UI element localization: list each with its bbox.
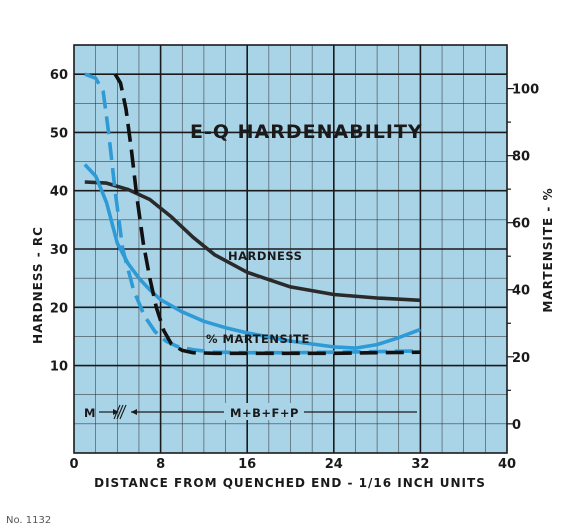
- transition-hatch-mark: [113, 404, 127, 420]
- x-tick-label: 0: [69, 457, 78, 472]
- right-tick-label: 20: [512, 351, 530, 366]
- series-layer: [83, 72, 422, 356]
- y-axis-title-right: MARTENSITE - %: [541, 187, 555, 312]
- left-tick-label: 20: [50, 301, 68, 316]
- annotation-m: M: [84, 406, 96, 420]
- right-tick-label: 40: [512, 284, 530, 299]
- x-tick-label: 24: [325, 457, 343, 472]
- plot-frame: [73, 44, 508, 454]
- x-tick-label: 40: [498, 457, 516, 472]
- series-line-1: [83, 163, 422, 350]
- annotation-mbfp-label-bg: [224, 403, 304, 420]
- series-line-3: [113, 73, 421, 356]
- left-tick-label: 40: [50, 185, 68, 200]
- x-tick-label: 32: [411, 457, 429, 472]
- x-tick-label: 8: [156, 457, 165, 472]
- series-label-martensite: % MARTENSITE: [206, 332, 310, 346]
- right-tick-label: 80: [512, 150, 530, 165]
- series-label-hardness: HARDNESS: [228, 249, 302, 263]
- left-tick-label: 10: [50, 360, 68, 375]
- right-axis-ticks: 0 20 40 60 80 100: [512, 83, 539, 433]
- y-axis-title-left: HARDNESS - RC: [31, 226, 45, 344]
- annotation-m-arrowhead: [113, 409, 119, 415]
- series-line-0: [84, 180, 421, 303]
- microstructure-annotation: M M+B+F+P: [84, 403, 417, 420]
- x-tick-label: 16: [238, 457, 256, 472]
- x-axis-title: DISTANCE FROM QUENCHED END - 1/16 INCH U…: [94, 476, 486, 490]
- left-tick-label: 50: [50, 126, 68, 141]
- right-tick-label: 0: [512, 418, 521, 433]
- major-grid: [73, 44, 514, 454]
- annotation-mbfp: M+B+F+P: [230, 406, 299, 420]
- x-axis-ticks: 0 8 16 24 32 40: [69, 457, 516, 472]
- right-tick-label: 60: [512, 217, 530, 232]
- plate-number: No. 1132: [6, 515, 51, 526]
- left-axis-ticks: 10 20 30 40 50 60: [50, 68, 68, 374]
- annotation-mbfp-arrowhead: [131, 409, 137, 415]
- left-tick-label: 30: [50, 243, 68, 258]
- left-tick-label: 60: [50, 68, 68, 83]
- right-tick-label: 100: [512, 83, 539, 98]
- chart-title: E-Q HARDENABILITY: [190, 121, 423, 143]
